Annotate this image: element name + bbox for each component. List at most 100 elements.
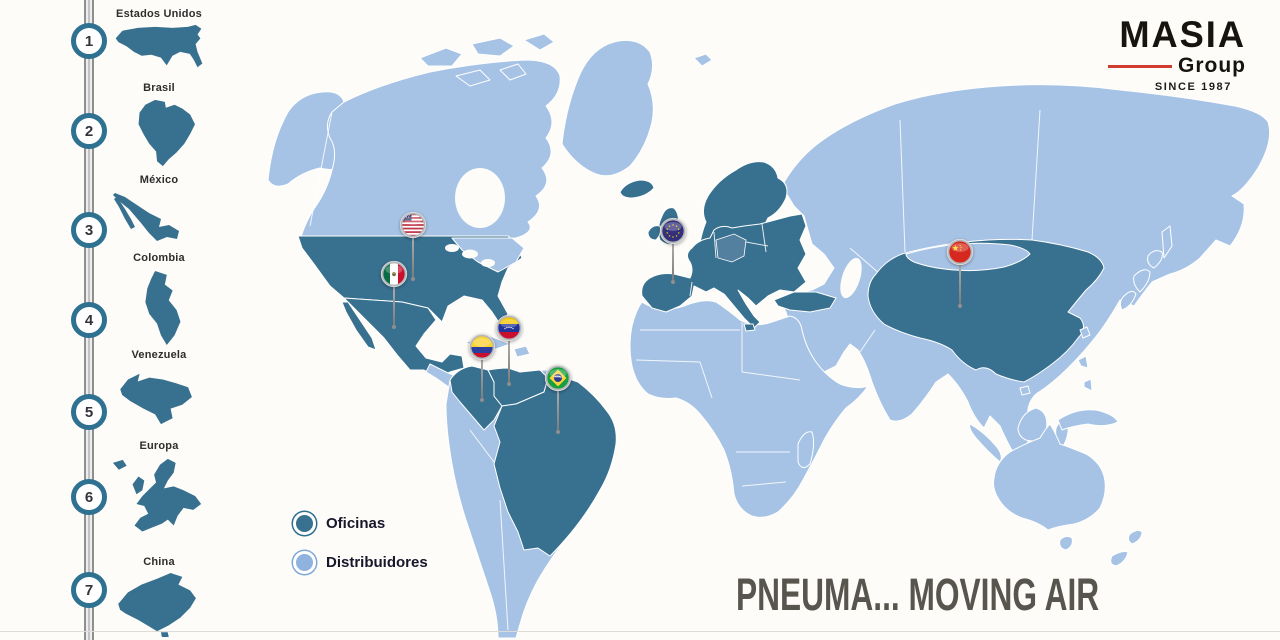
map-sumatra <box>969 423 1002 463</box>
map-iceland <box>619 179 655 199</box>
map-great-lake <box>445 244 459 252</box>
map-arctic-island <box>523 33 555 51</box>
china-silhouette-icon <box>100 571 218 639</box>
map-caspian-sea <box>840 257 862 299</box>
sidebar-item-mexico: México <box>100 174 218 245</box>
sidebar-number-venezuela: 5 <box>71 394 107 430</box>
map-border <box>849 247 881 275</box>
map-new-zealand <box>1110 551 1129 567</box>
colombia-flag-pin-icon <box>467 332 497 362</box>
map-japan <box>1119 290 1137 311</box>
sidebar-label: Colombia <box>133 252 185 264</box>
europa-silhouette-icon <box>100 455 218 553</box>
map-madagascar <box>797 431 815 468</box>
logo-subtitle: Group <box>1178 54 1246 77</box>
pin-stick-europe <box>672 243 674 282</box>
brazil-flag-pin-icon <box>543 363 573 393</box>
sidebar-item-colombia: Colombia <box>100 252 218 349</box>
sidebar-number-europa: 6 <box>71 479 107 515</box>
sidebar-item-usa: Estados Unidos <box>100 8 218 75</box>
europe-flag-pin-icon <box>658 216 688 246</box>
venezuela-flag-pin-icon <box>494 313 524 343</box>
logo-title: MASIA <box>1119 14 1246 55</box>
map-baja <box>341 301 377 351</box>
mexico-silhouette-icon <box>100 189 218 245</box>
map-border <box>741 371 801 381</box>
logo-red-line <box>1108 65 1172 68</box>
pin-anchor-china <box>958 304 962 308</box>
map-australia <box>993 423 1106 531</box>
mexico-flag-pin-icon <box>379 259 409 289</box>
sidebar-label: Europa <box>139 440 179 452</box>
map-border <box>689 281 693 297</box>
map-ireland <box>647 225 661 241</box>
map-usa <box>297 235 523 325</box>
map-philippines <box>1077 355 1089 369</box>
map-great-lake <box>462 249 478 259</box>
map-border <box>761 223 767 253</box>
masia-logo: MASIA Group SINCE 1987 <box>1096 16 1246 93</box>
sidebar-item-brasil: Brasil <box>100 82 218 169</box>
pin-stick-colombia <box>481 359 483 400</box>
map-turkey <box>773 291 837 313</box>
map-border <box>309 111 333 227</box>
map-colombia <box>449 365 503 431</box>
sidebar-label: China <box>143 556 175 568</box>
map-mexico <box>343 297 465 379</box>
map-taiwan <box>1079 326 1091 339</box>
sidebar-number-china: 7 <box>71 572 107 608</box>
venezuela-silhouette-icon <box>100 364 218 426</box>
pin-anchor-usa <box>411 277 415 281</box>
sidebar-item-venezuela: Venezuela <box>100 349 218 426</box>
sidebar-label: Estados Unidos <box>116 8 202 20</box>
map-philippines <box>1083 378 1093 392</box>
map-border <box>1031 109 1041 241</box>
sidebar-item-europa: Europa <box>100 440 218 553</box>
legend-distribuidores-dot-icon <box>293 551 316 574</box>
pin-stick-usa <box>412 237 414 279</box>
map-arctic-island <box>419 47 463 67</box>
map-border <box>499 499 509 631</box>
map-greenland <box>561 39 654 177</box>
sidebar-number-mexico: 3 <box>71 212 107 248</box>
map-arctic-island <box>499 63 527 81</box>
brasil-silhouette-icon <box>100 97 218 169</box>
pin-stick-mexico <box>393 286 395 327</box>
map-arctic-island <box>471 37 515 57</box>
map-border <box>859 329 876 353</box>
pin-anchor-venezuela <box>507 382 511 386</box>
sidebar-number-colombia: 4 <box>71 302 107 338</box>
map-new-guinea <box>1057 409 1119 431</box>
map-canada <box>299 59 561 241</box>
map-brazil <box>493 373 617 557</box>
tagline: PNEUMA... MOVING AIR <box>736 570 1100 621</box>
map-great-lake <box>481 259 495 267</box>
usa-flag-pin-icon <box>398 210 428 240</box>
map-china <box>867 238 1105 383</box>
sidebar-label: Venezuela <box>131 349 187 361</box>
map-hudson-bay <box>455 168 505 228</box>
map-japan <box>1133 269 1151 293</box>
sidebar-label: México <box>139 174 179 186</box>
colombia-silhouette-icon <box>100 267 218 349</box>
map-sicily <box>743 323 756 332</box>
logo-since: SINCE 1987 <box>1154 81 1232 93</box>
legend-label: Oficinas <box>326 515 386 532</box>
usa-silhouette-icon <box>100 23 218 75</box>
map-arctic-island <box>455 69 491 87</box>
map-border <box>699 361 713 399</box>
sidebar-number-brasil: 2 <box>71 113 107 149</box>
map-border <box>635 359 701 363</box>
map-border <box>899 119 906 253</box>
pin-stick-china <box>959 264 961 306</box>
sidebar-number-usa: 1 <box>71 23 107 59</box>
map-tasmania <box>1059 535 1073 551</box>
pin-anchor-europe <box>671 280 675 284</box>
map-hispaniola <box>513 345 531 358</box>
map-sakhalin <box>1161 225 1173 259</box>
map-new-zealand <box>1127 529 1143 545</box>
sidebar-item-china: China <box>100 556 218 639</box>
legend-item-oficinas: Oficinas <box>293 512 428 535</box>
